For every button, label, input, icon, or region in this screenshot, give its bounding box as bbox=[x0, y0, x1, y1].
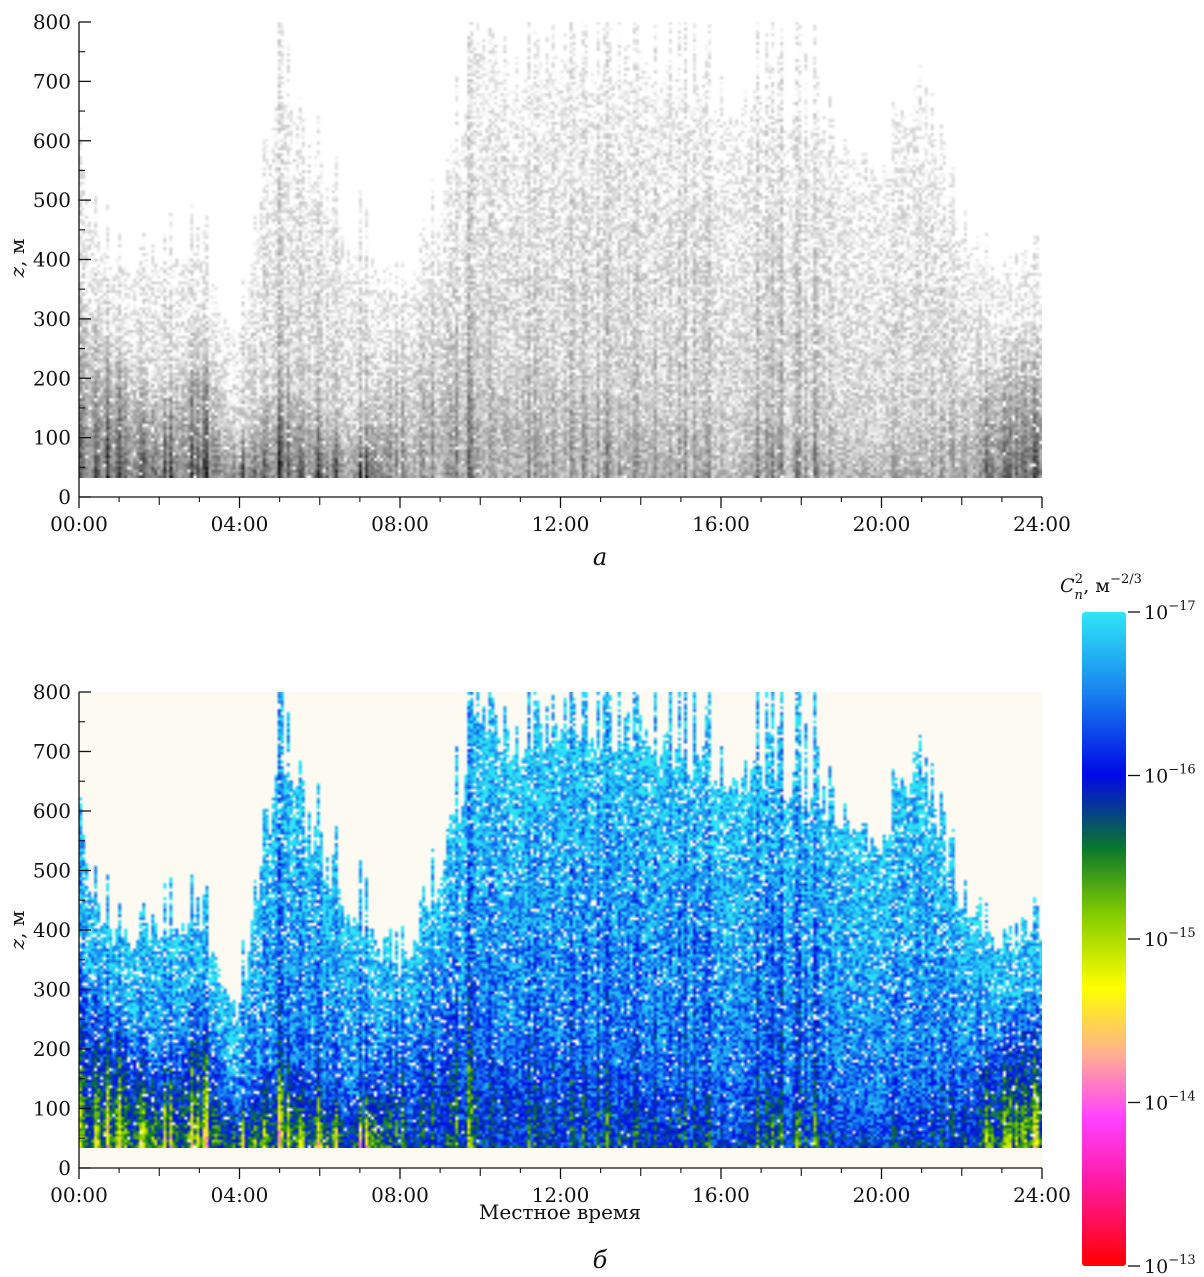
x-tick-label-b: 12:00 bbox=[532, 1183, 590, 1207]
x-tick-label-a: 04:00 bbox=[211, 512, 269, 536]
heatmap-b bbox=[79, 692, 1042, 1148]
y-tick-label-a: 300 bbox=[33, 307, 71, 331]
y-tick-label-b: 600 bbox=[33, 799, 71, 823]
x-tick-label-b: 20:00 bbox=[853, 1183, 911, 1207]
x-tick-label-b: 24:00 bbox=[1013, 1183, 1071, 1207]
y-tick-label-b: 700 bbox=[33, 740, 71, 764]
panel-b: 0 100 200 300 400 500 600 700 800 00:00 04:00 08:00… bbox=[5, 680, 1071, 1274]
colorbar-tick-label: 10−15 bbox=[1144, 926, 1196, 951]
y-tick-label-b: 200 bbox=[33, 1037, 71, 1061]
x-tick-label-b: 16:00 bbox=[692, 1183, 750, 1207]
colorbar-tick-label: 10−17 bbox=[1144, 599, 1196, 624]
y-tick-label-b: 400 bbox=[33, 918, 71, 942]
colorbar-label: Cn2, м−2/3 bbox=[1060, 572, 1142, 603]
y-tick-label-b: 100 bbox=[33, 1097, 71, 1121]
colorbar-tick-label: 10−13 bbox=[1144, 1253, 1196, 1277]
y-tick-label-a: 0 bbox=[58, 485, 71, 509]
y-tick-label-b: 800 bbox=[33, 680, 71, 704]
x-tick-label-a: 20:00 bbox=[853, 512, 911, 536]
colorbar-ticks: 10−17 10−16 10−15 10−14 10−13 bbox=[1128, 599, 1196, 1277]
y-axis-label-b: z, м bbox=[5, 911, 29, 951]
y-tick-label-a: 200 bbox=[33, 366, 71, 390]
panel-a: 0 100 200 300 400 500 600 700 800 00:00 04:00 08:00… bbox=[5, 10, 1071, 571]
x-tick-label-b: 00:00 bbox=[50, 1183, 108, 1207]
panel-caption-a: а bbox=[593, 543, 607, 571]
x-tick-label-a: 24:00 bbox=[1013, 512, 1071, 536]
ticks-b: 0 100 200 300 400 500 600 700 800 00:00 04:00 08:00… bbox=[33, 680, 1071, 1207]
x-tick-label-b: 08:00 bbox=[371, 1183, 429, 1207]
x-tick-label-a: 12:00 bbox=[532, 512, 590, 536]
x-tick-label-a: 16:00 bbox=[692, 512, 750, 536]
colorbar-tick-label: 10−14 bbox=[1144, 1090, 1196, 1115]
colorbar-gradient bbox=[1082, 612, 1126, 1266]
y-tick-label-b: 500 bbox=[33, 859, 71, 883]
y-tick-label-a: 700 bbox=[33, 69, 71, 93]
heatmap-a bbox=[79, 22, 1042, 478]
y-tick-label-a: 400 bbox=[33, 248, 71, 272]
panel-caption-b: б bbox=[593, 1246, 608, 1274]
x-axis-label-b: Местное время bbox=[479, 1200, 641, 1224]
colorbar-tick-label: 10−16 bbox=[1144, 763, 1196, 788]
ticks-a: 0 100 200 300 400 500 600 700 800 00:00 04:00 08:00… bbox=[33, 10, 1071, 536]
x-tick-label-b: 04:00 bbox=[211, 1183, 269, 1207]
colorbar: Cn2, м−2/3 10−17 10−16 10−15 10−14 10−13 bbox=[1060, 572, 1196, 1277]
y-tick-label-a: 100 bbox=[33, 426, 71, 450]
y-tick-label-a: 800 bbox=[33, 10, 71, 34]
y-tick-label-a: 500 bbox=[33, 188, 71, 212]
y-tick-label-a: 600 bbox=[33, 129, 71, 153]
x-tick-label-a: 08:00 bbox=[371, 512, 429, 536]
x-tick-label-a: 00:00 bbox=[50, 512, 108, 536]
y-axis-label-a: z, м bbox=[5, 239, 29, 279]
y-tick-label-b: 300 bbox=[33, 978, 71, 1002]
y-tick-label-b: 0 bbox=[58, 1156, 71, 1180]
